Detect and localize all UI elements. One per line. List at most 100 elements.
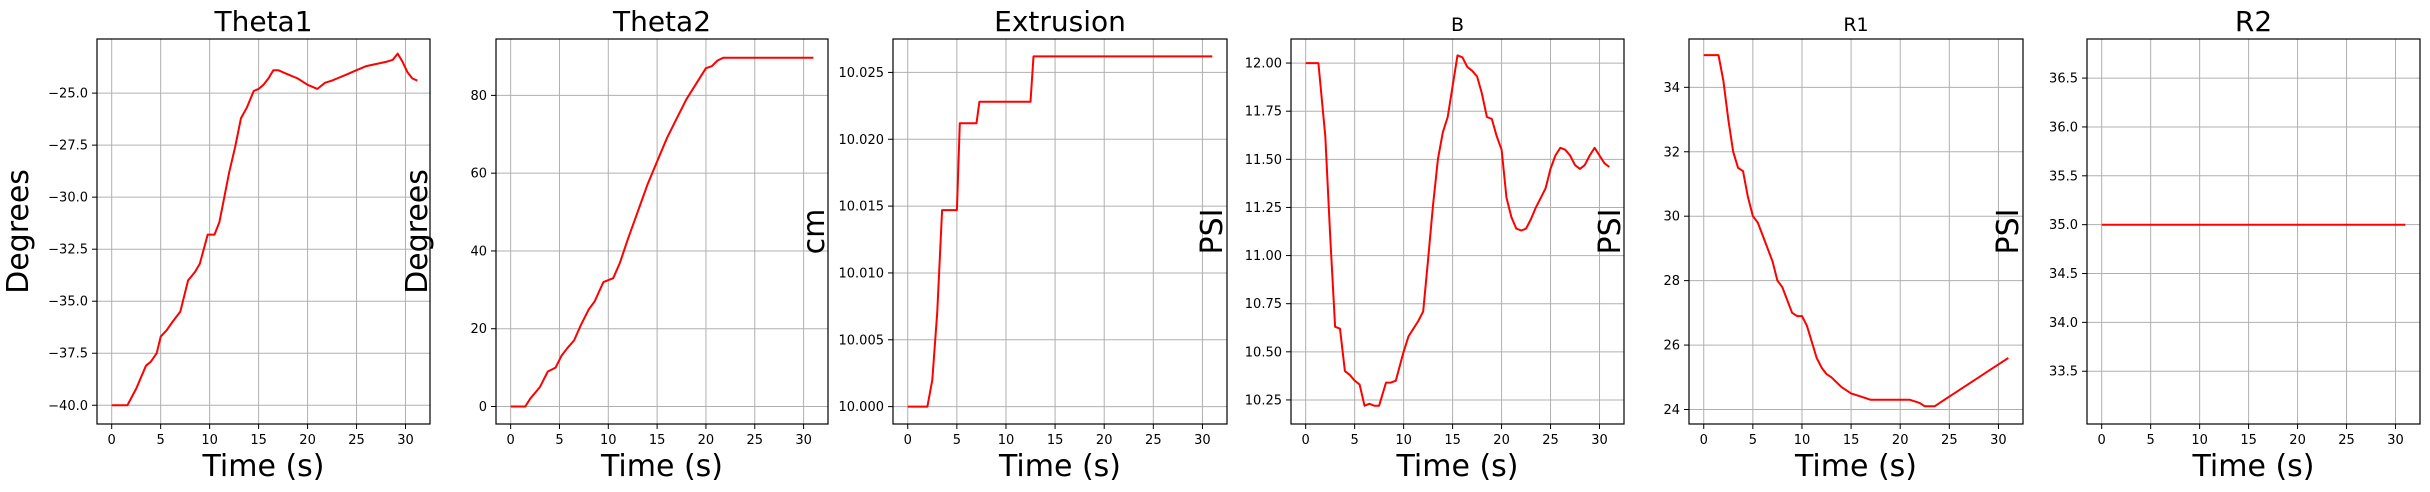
x-tick-label: 5 — [555, 433, 563, 448]
axes-frame — [892, 38, 1228, 425]
y-tick-label: 11.75 — [1245, 105, 1282, 120]
y-tick-label: −35.0 — [48, 295, 88, 310]
y-tick-label: 10.50 — [1245, 345, 1282, 360]
y-tick-label: 34 — [1663, 81, 1680, 96]
y-tick-label: 0 — [479, 400, 487, 415]
y-tick-label: 35.5 — [2049, 169, 2078, 184]
y-axis-label: PSI — [1991, 209, 2026, 255]
x-tick-label: 5 — [1351, 433, 1359, 448]
x-tick-label: 20 — [1892, 433, 1909, 448]
x-tick-label: 10 — [1395, 433, 1412, 448]
axes-frame — [1688, 38, 2024, 425]
y-tick-label: 36.0 — [2049, 120, 2078, 135]
y-tick-label: 11.00 — [1245, 249, 1282, 264]
x-axis-label: Time (s) — [600, 449, 723, 484]
y-tick-label: 40 — [470, 244, 487, 259]
x-tick-label: 0 — [108, 433, 116, 448]
y-tick-label: 60 — [470, 167, 487, 182]
series-line — [907, 55, 1213, 408]
axes-frame — [1290, 38, 1625, 425]
x-tick-label: 5 — [953, 433, 961, 448]
y-tick-label: 34.5 — [2049, 267, 2078, 282]
x-axis-label: Time (s) — [1396, 449, 1519, 484]
x-tick-label: 25 — [1145, 433, 1162, 448]
x-tick-label: 0 — [904, 433, 912, 448]
x-tick-label: 15 — [649, 433, 666, 448]
chart-title: R2 — [2235, 5, 2272, 38]
y-tick-label: 10.025 — [839, 66, 885, 81]
x-tick-label: 15 — [1843, 433, 1860, 448]
series-line — [510, 56, 814, 408]
x-tick-label: 30 — [1990, 433, 2007, 448]
x-tick-label: 0 — [1302, 433, 1310, 448]
y-axis-label: PSI — [1195, 209, 1230, 255]
chart-panel-6: 0 5 10 15 20 25 30 33.5 34.0 34.5 35.0 35.5 36.0 36.5… — [1991, 5, 2421, 484]
y-tick-label: 80 — [470, 89, 487, 104]
chart-title: Theta1 — [213, 5, 312, 38]
x-tick-label: 25 — [746, 433, 763, 448]
y-tick-label: 30 — [1663, 210, 1680, 225]
y-tick-label: 10.000 — [839, 400, 885, 415]
x-tick-label: 20 — [2289, 433, 2306, 448]
series-line — [111, 52, 418, 407]
y-tick-label: 24 — [1663, 403, 1680, 418]
y-axis-label: Degrees — [400, 169, 435, 294]
x-tick-label: 0 — [1700, 433, 1708, 448]
y-tick-label: 10.020 — [839, 133, 885, 148]
chart-title: Extrusion — [994, 5, 1126, 38]
x-tick-label: 20 — [1096, 433, 1113, 448]
chart-panel-3: 0 5 10 15 20 25 30 10.000 10.005 10.010 10.015 10.0… — [797, 5, 1228, 484]
y-tick-label: 11.50 — [1245, 153, 1282, 168]
y-tick-label: 10.015 — [839, 200, 885, 215]
y-axis-label: Degrees — [1, 169, 36, 294]
x-tick-label: 15 — [250, 433, 267, 448]
x-tick-label: 0 — [507, 433, 515, 448]
y-tick-label: 26 — [1663, 339, 1680, 354]
x-tick-label: 20 — [1493, 433, 1510, 448]
y-tick-label: −30.0 — [48, 191, 88, 206]
chart-title: Theta2 — [612, 5, 711, 38]
x-tick-label: 10 — [600, 433, 617, 448]
chart-panel-2: 0 5 10 15 20 25 30 0 20 40 60 80 Theta2 Time (s) Degre… — [400, 5, 829, 484]
axes-frame — [2086, 38, 2421, 425]
x-tick-label: 5 — [157, 433, 165, 448]
x-tick-label: 30 — [1194, 433, 1211, 448]
y-tick-label: 33.5 — [2049, 365, 2078, 380]
y-axis-label: PSI — [1593, 209, 1628, 255]
x-tick-label: 20 — [698, 433, 715, 448]
y-tick-label: 20 — [470, 322, 487, 337]
y-tick-label: −40.0 — [48, 399, 88, 414]
y-tick-label: 10.010 — [839, 266, 885, 281]
y-tick-label: −25.0 — [48, 87, 88, 102]
x-tick-label: 10 — [2191, 433, 2208, 448]
x-tick-label: 15 — [2240, 433, 2257, 448]
y-tick-label: 32 — [1663, 145, 1680, 160]
series-line — [1305, 54, 1610, 407]
x-tick-label: 25 — [1542, 433, 1559, 448]
y-tick-label: 10.005 — [839, 333, 885, 348]
x-tick-label: 30 — [2387, 433, 2404, 448]
chart-panel-5: 0 5 10 15 20 25 30 24 26 28 30 32 34 R1 Time (s) PSI — [1593, 14, 2024, 484]
series-line — [1703, 54, 2009, 408]
x-tick-label: 25 — [348, 433, 365, 448]
y-tick-label: −27.5 — [48, 139, 88, 154]
y-tick-label: 34.0 — [2049, 316, 2078, 331]
x-tick-label: 30 — [1591, 433, 1608, 448]
x-tick-label: 5 — [2147, 433, 2155, 448]
chart-title: B — [1451, 14, 1464, 36]
chart-panel-1: 0 5 10 15 20 25 30 −40.0 −37.5 −35.0 −32.5 −30.0 −27… — [1, 5, 431, 484]
chart-title: R1 — [1843, 14, 1868, 36]
y-tick-label: 10.25 — [1245, 393, 1282, 408]
x-axis-label: Time (s) — [202, 449, 325, 484]
x-axis-label: Time (s) — [998, 449, 1121, 484]
x-tick-label: 10 — [201, 433, 218, 448]
x-tick-label: 20 — [299, 433, 316, 448]
y-tick-label: 36.5 — [2049, 72, 2078, 87]
chart-panel-4: 0 5 10 15 20 25 30 10.25 10.50 10.75 11.00 11.25 11.… — [1195, 14, 1625, 484]
x-axis-label: Time (s) — [2192, 449, 2315, 484]
x-tick-label: 15 — [1444, 433, 1461, 448]
x-tick-label: 30 — [397, 433, 414, 448]
axes-frame — [96, 38, 431, 425]
x-tick-label: 25 — [2338, 433, 2355, 448]
y-tick-label: 11.25 — [1245, 201, 1282, 216]
